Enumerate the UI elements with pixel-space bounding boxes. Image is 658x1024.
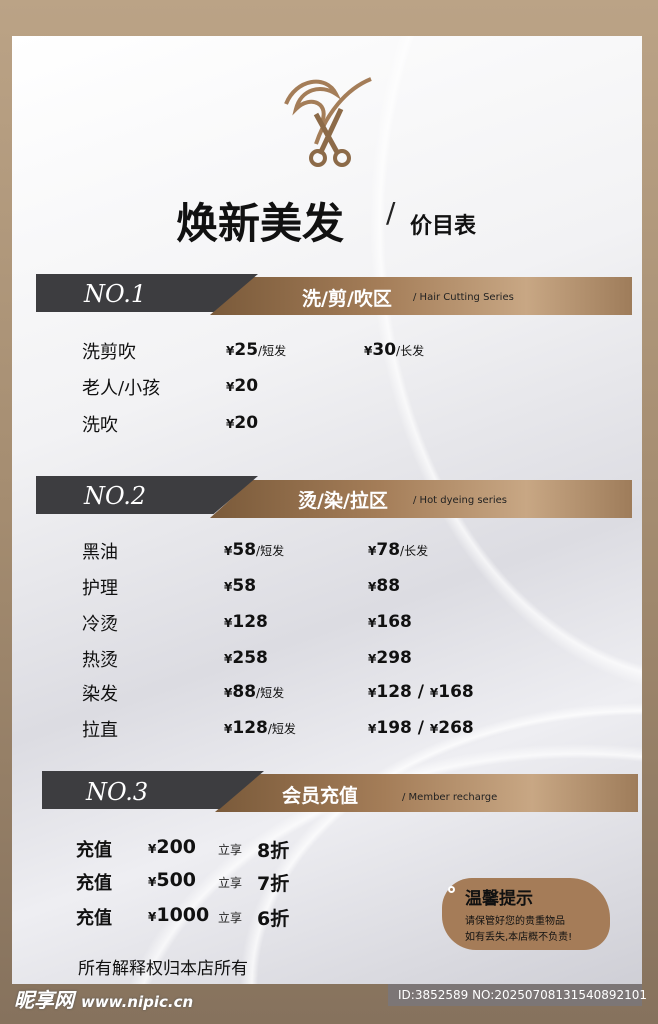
price: ¥168 [368, 612, 412, 632]
item-name: 老人/小孩 [82, 378, 161, 399]
section-en: / Hair Cutting Series [413, 292, 514, 303]
notice-line: 请保管好您的贵重物品 [465, 916, 565, 927]
price: ¥58 [224, 576, 257, 596]
recharge-amount: ¥1000 [148, 904, 210, 926]
notice-line: 如有丢失,本店概不负责! [465, 932, 573, 943]
title-slash: / [386, 196, 396, 229]
recharge-amount: ¥500 [148, 869, 197, 891]
section-en: / Hot dyeing series [413, 495, 507, 506]
section-bar [210, 277, 632, 315]
footer-note: 所有解释权归本店所有 [78, 959, 248, 979]
price: ¥128/短发 [224, 718, 296, 738]
price: ¥25/短发 [226, 340, 287, 360]
price: ¥88 [368, 576, 401, 596]
scissors-hair-logo [284, 77, 372, 167]
section-number-bar [36, 476, 258, 514]
discount: 7折 [257, 873, 290, 895]
item-name: 热烫 [82, 650, 118, 671]
price: ¥88/短发 [224, 682, 285, 702]
item-name: 充值 [76, 908, 112, 929]
notice-bubble [442, 878, 610, 950]
price: ¥30/长发 [364, 340, 425, 360]
benefit-label: 立享 [218, 876, 243, 890]
item-name: 黑油 [82, 542, 118, 563]
section-title: 会员充值 [282, 785, 359, 807]
item-name: 洗吹 [82, 415, 118, 436]
page-title: 焕新美发 [176, 199, 345, 248]
price: ¥20 [226, 376, 259, 396]
section-number: NO.1 [84, 280, 147, 308]
item-name: 充值 [76, 873, 112, 894]
item-name: 护理 [82, 578, 118, 599]
price: ¥128 / ¥168 [368, 682, 474, 702]
price: ¥58/短发 [224, 540, 285, 560]
price: ¥20 [226, 413, 259, 433]
bullet-icon [448, 886, 455, 893]
benefit-label: 立享 [218, 911, 243, 925]
price: ¥258 [224, 648, 268, 668]
item-name: 拉直 [82, 720, 118, 741]
section-title: 烫/染/拉区 [298, 490, 388, 512]
item-name: 染发 [82, 684, 118, 705]
benefit-label: 立享 [218, 843, 243, 857]
item-name: 充值 [76, 840, 112, 861]
watermark-logo: 昵享网 www.nipic.cn [14, 988, 194, 1012]
price: ¥198 / ¥268 [368, 718, 474, 738]
item-name: 冷烫 [82, 614, 118, 635]
item-name: 洗剪吹 [82, 342, 136, 363]
watermark-id: ID:3852589 NO:20250708131540892101 [388, 984, 647, 1006]
notice-title: 温馨提示 [465, 889, 533, 909]
price: ¥298 [368, 648, 412, 668]
section-number: NO.2 [84, 482, 147, 510]
page-subtitle: 价目表 [410, 214, 477, 239]
section-en: / Member recharge [402, 792, 498, 803]
price: ¥78/长发 [368, 540, 429, 560]
discount: 8折 [257, 840, 290, 862]
recharge-amount: ¥200 [148, 836, 197, 858]
section-title: 洗/剪/吹区 [302, 288, 392, 310]
section-bar [215, 774, 638, 812]
discount: 6折 [257, 908, 290, 930]
section-bar [210, 480, 632, 518]
section-number: NO.3 [86, 778, 149, 806]
section-number-bar [36, 274, 258, 312]
price: ¥128 [224, 612, 268, 632]
